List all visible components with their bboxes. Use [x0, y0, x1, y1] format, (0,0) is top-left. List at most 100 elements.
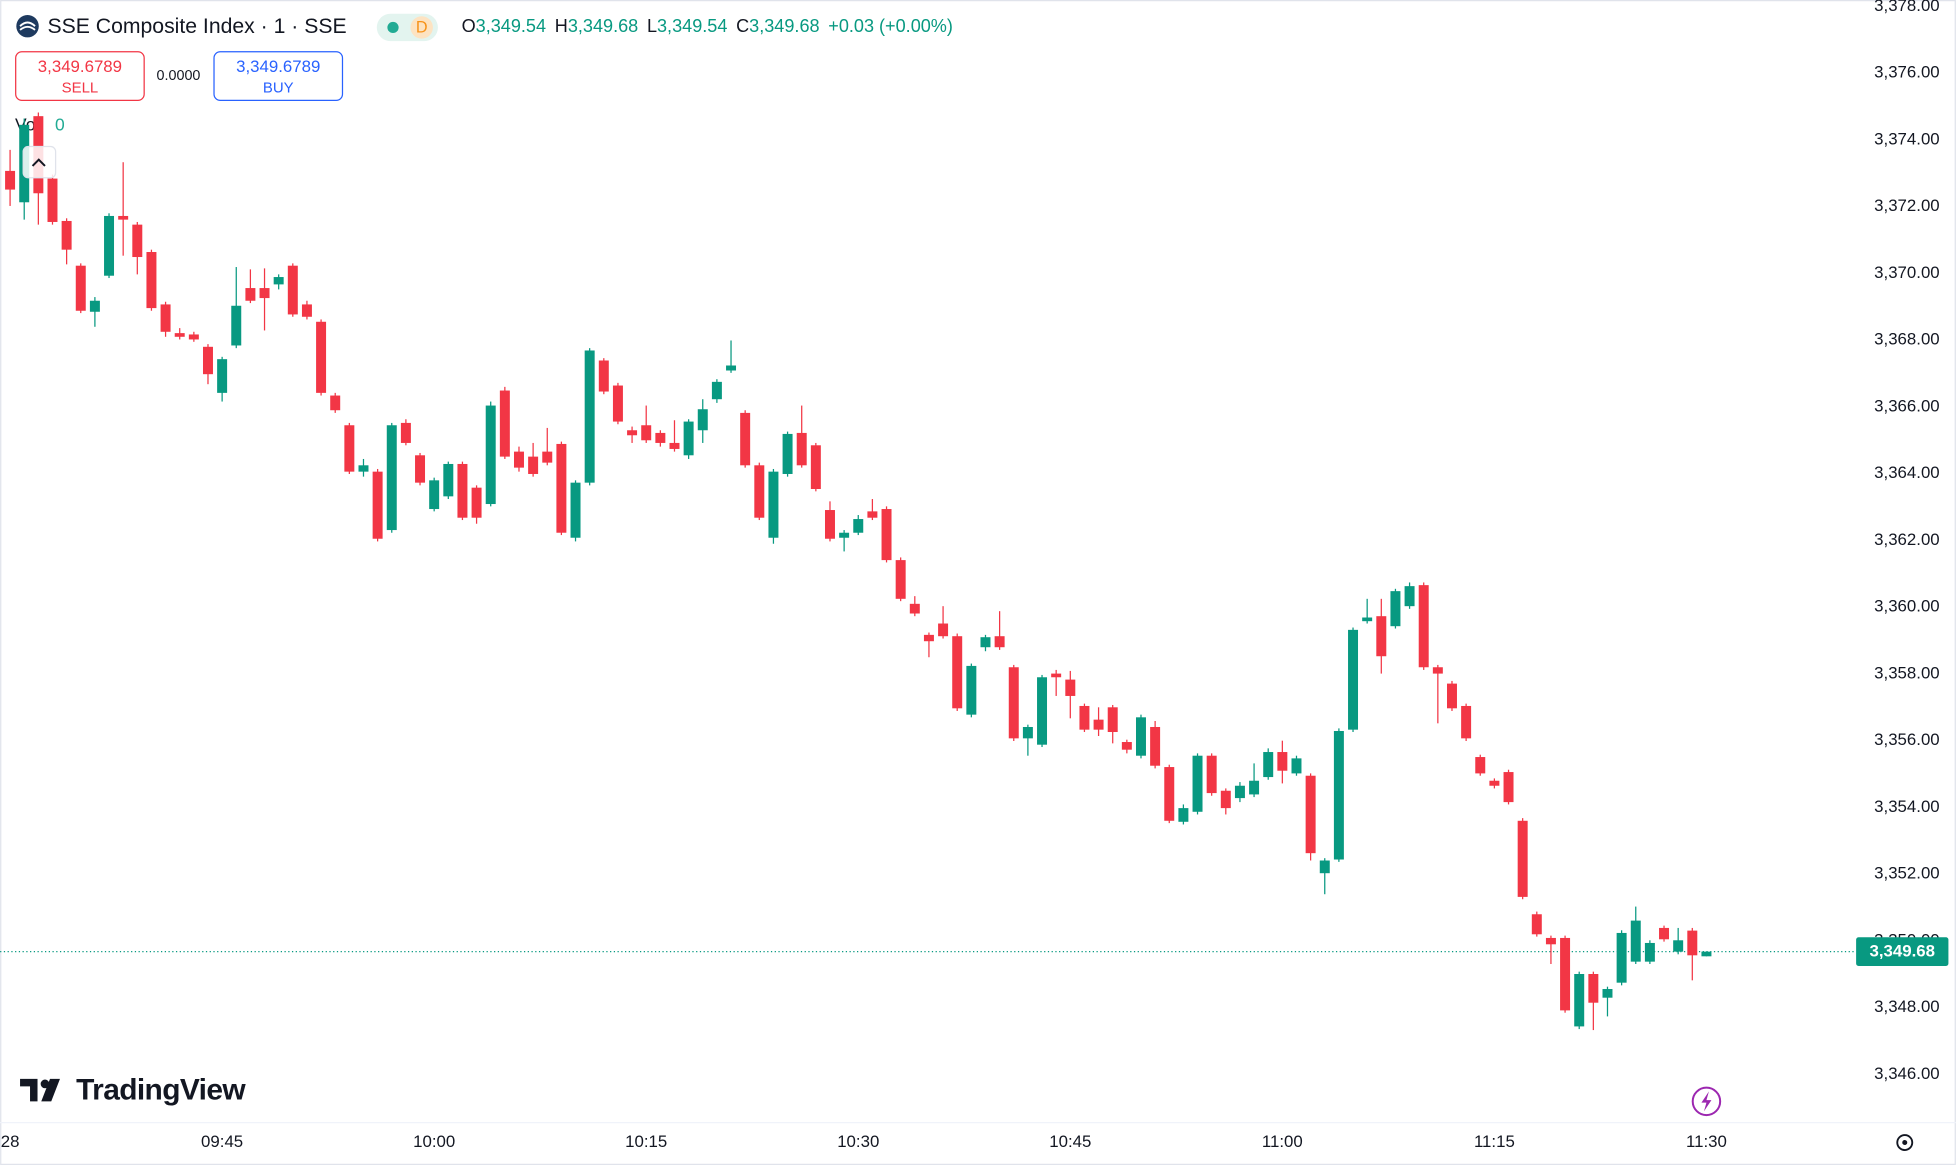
candle-body [528, 456, 539, 474]
x-tick-label: 10:45 [1049, 1132, 1091, 1151]
candle-body [1673, 940, 1684, 952]
y-tick-label: 3,362.00 [1874, 530, 1940, 549]
candle-body [513, 451, 524, 468]
candle-body [132, 224, 143, 258]
candle-body [824, 510, 835, 539]
plot-area [0, 112, 1857, 1031]
candle-body [499, 390, 510, 457]
y-tick-label: 3,376.00 [1874, 63, 1940, 82]
candle-body [923, 634, 934, 642]
candle-body [556, 443, 567, 533]
candle-body [881, 509, 892, 561]
y-tick-label: 3,368.00 [1874, 330, 1940, 349]
candle-body [1263, 752, 1274, 778]
candle-body [1659, 927, 1670, 940]
candle-body [1206, 755, 1217, 794]
buy-label[interactable]: BUY [263, 80, 294, 97]
ohlc-value: 3,349.68 [568, 16, 638, 36]
candle-body [641, 425, 652, 441]
candle-body [1065, 679, 1076, 696]
candle-body [471, 487, 482, 518]
symbol-title[interactable]: SSE Composite Index · 1 · SSE [47, 15, 346, 38]
candle-body [1022, 726, 1033, 739]
sell-button[interactable] [15, 51, 145, 102]
x-tick-label: 10:00 [413, 1132, 455, 1151]
buy-button[interactable] [213, 51, 344, 102]
candle-body [372, 471, 383, 539]
candle-body [1376, 616, 1387, 657]
ohlc-letter: H [555, 16, 568, 36]
candle-body [1249, 780, 1260, 795]
y-tick-label: 3,360.00 [1874, 597, 1940, 616]
candle-body [867, 511, 878, 518]
candle-body [994, 636, 1005, 648]
candle-body [1701, 951, 1712, 957]
candle-body [1121, 742, 1132, 750]
y-tick-label: 3,372.00 [1874, 196, 1940, 215]
delay-badge: D [416, 18, 428, 36]
candle-body [782, 433, 793, 474]
candle-body [1008, 667, 1019, 739]
buy-price[interactable]: 3,349.6789 [236, 57, 320, 76]
ohlc-letter: L [647, 16, 657, 36]
candle-body [1291, 758, 1302, 774]
badge-circle [410, 16, 433, 39]
candle-body [287, 265, 298, 315]
candle-body [655, 432, 666, 443]
settings-button[interactable] [1896, 1134, 1914, 1151]
candle-body [1362, 617, 1373, 622]
x-tick-label: 11:30 [1686, 1132, 1727, 1151]
ohlc-letter: C [736, 16, 749, 36]
candle-body [1489, 780, 1500, 786]
candle-body [104, 215, 115, 276]
sell-label[interactable]: SELL [62, 80, 99, 97]
ohlc-letter: O [462, 16, 476, 36]
candle-body [202, 346, 213, 375]
candle-body [1517, 820, 1528, 897]
brand-name[interactable]: TradingView [76, 1073, 247, 1106]
candle-body [1404, 586, 1415, 607]
settings-icon [1902, 1140, 1908, 1146]
candle-body [1418, 585, 1429, 668]
candle-body [386, 425, 397, 531]
candle-body [443, 463, 454, 497]
candle-body [1051, 673, 1062, 678]
candle-body [146, 252, 157, 309]
candle-body [612, 385, 623, 422]
candle-body [895, 560, 906, 599]
candle-body [740, 412, 751, 466]
candle-body [400, 422, 411, 443]
x-tick-label: 10:15 [625, 1132, 667, 1151]
candle-body [457, 463, 468, 518]
y-tick-label: 3,358.00 [1874, 663, 1940, 682]
candle-body [47, 178, 58, 222]
candle-body [1687, 930, 1698, 956]
volume-value: 0 [55, 115, 65, 135]
candle-body [160, 304, 171, 332]
lightning-icon [1701, 1091, 1712, 1112]
candle-body [1319, 860, 1330, 874]
candle-body [938, 623, 949, 637]
candle-body [980, 637, 991, 648]
brand-logo [20, 1078, 60, 1102]
candle-body [1475, 757, 1486, 774]
candle-body [754, 465, 765, 518]
x-tick-label: 28 [1, 1132, 20, 1151]
y-tick-label: 3,366.00 [1874, 396, 1940, 415]
collapse-button[interactable] [22, 145, 57, 179]
candle-body [1164, 767, 1175, 821]
candle-body [542, 451, 553, 463]
candle-body [118, 215, 129, 220]
y-tick-label: 3,370.00 [1874, 263, 1940, 282]
candle-body [1305, 775, 1316, 854]
candle-body [330, 395, 341, 411]
candle-body [1220, 790, 1231, 809]
candle-body [344, 425, 355, 472]
y-tick-label: 3,352.00 [1874, 864, 1940, 883]
x-tick-label: 10:30 [837, 1132, 879, 1151]
market-status-dot [387, 21, 399, 34]
sell-price[interactable]: 3,349.6789 [38, 57, 122, 76]
candle-body [683, 421, 694, 456]
candle-body [1432, 667, 1443, 674]
candle-body [570, 482, 581, 538]
